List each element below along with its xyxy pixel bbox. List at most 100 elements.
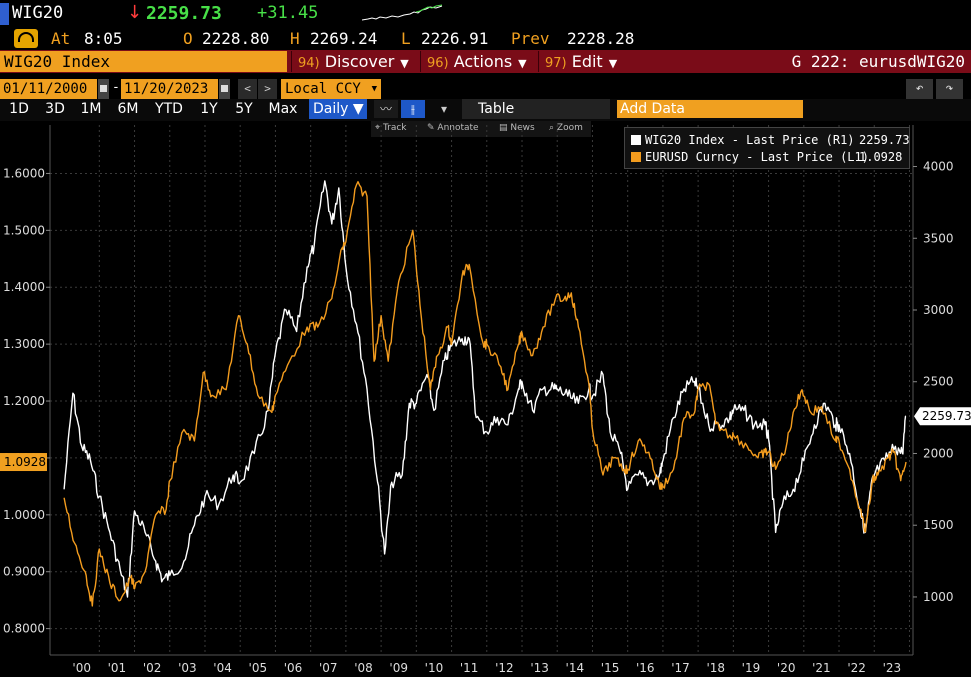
undo-icon[interactable]: ↶ — [906, 79, 933, 99]
currency-select[interactable]: Local CCY ▼ — [281, 79, 381, 99]
legend-value: 2259.73 — [859, 133, 910, 147]
redo-icon[interactable]: ↷ — [936, 79, 963, 99]
edit-menu-number: 97) — [545, 56, 567, 71]
calendar-icon[interactable] — [219, 79, 230, 99]
ohlc-bar: At 8:05 O 2228.80 H 2269.24 L 2226.91 Pr… — [0, 28, 971, 50]
x-tick-label: '16 — [636, 661, 655, 675]
x-tick-label: '11 — [460, 661, 479, 675]
graph-id-label: G 222: eurusdWIG20 — [791, 52, 965, 71]
right-tick-label: 1500 — [923, 518, 954, 532]
track-tool[interactable]: ⌖ Track — [375, 123, 407, 133]
wig20-series-line — [63, 180, 907, 598]
x-tick-label: '02 — [143, 661, 162, 675]
edit-menu-label: Edit — [571, 52, 603, 71]
axis-layer: '00 '01 '02 '03 '04 '05 '06 '07 '08 '09 '10 '11 '12 '… — [0, 125, 971, 675]
left-value-marker: 1.0928 — [4, 455, 46, 469]
add-data-input[interactable]: Add Data — [617, 100, 803, 118]
date-separator: - — [112, 80, 120, 95]
high-label: H — [290, 29, 300, 48]
annotate-tool-label: Annotate — [437, 123, 479, 133]
quote-time: 8:05 — [84, 29, 123, 48]
zoom-tool-label: Zoom — [556, 123, 583, 133]
discover-menu[interactable]: 94) Discover ▼ — [291, 51, 418, 72]
open-value: 2228.80 — [202, 29, 270, 48]
frequency-select[interactable]: Daily ▼ — [309, 99, 367, 119]
high-value: 2269.24 — [310, 29, 378, 48]
x-tick-label: '03 — [178, 661, 197, 675]
left-tick-label: 1.5000 — [3, 223, 45, 237]
news-tool[interactable]: ▤ News — [499, 123, 535, 133]
chevron-down-icon: ▼ — [518, 57, 527, 70]
left-tick-label: 1.4000 — [3, 280, 45, 294]
x-tick-label: '12 — [495, 661, 514, 675]
x-tick-label: '19 — [742, 661, 761, 675]
chart-grid — [50, 125, 913, 655]
intraday-sparkline — [362, 4, 443, 21]
next-period-button[interactable]: > — [258, 79, 277, 99]
period-1y[interactable]: 1Y — [200, 101, 218, 117]
right-value-marker-box — [914, 407, 971, 426]
actions-menu[interactable]: 96) Actions ▼ — [420, 51, 536, 72]
discover-menu-label: Discover — [324, 52, 395, 71]
left-tick-label: 1.3000 — [3, 337, 45, 351]
calendar-icon[interactable] — [98, 79, 109, 99]
period-max[interactable]: Max — [268, 101, 298, 117]
left-tick-label: 0.9000 — [3, 565, 45, 579]
x-tick-label: '06 — [284, 661, 303, 675]
legend-swatch — [631, 135, 641, 145]
legend-item-eurusd: EURUSD Curncy - Last Price (L1) 1.0928 — [631, 149, 902, 165]
period-3d[interactable]: 3D — [45, 101, 65, 117]
x-tick-label: '08 — [354, 661, 373, 675]
legend-item-wig20: WIG20 Index - Last Price (R1) 2259.73 — [631, 132, 910, 148]
right-tick-label: 2500 — [923, 375, 954, 389]
period-5y[interactable]: 5Y — [235, 101, 253, 117]
chevron-down-icon[interactable]: ▾ — [432, 100, 456, 118]
actions-menu-number: 96) — [427, 56, 449, 71]
period-1d[interactable]: 1D — [9, 101, 29, 117]
x-tick-label: '00 — [72, 661, 91, 675]
chevron-down-icon: ▼ — [400, 57, 409, 70]
table-button[interactable]: Table — [462, 99, 610, 119]
left-tick-label: 1.0000 — [3, 508, 45, 522]
low-value: 2226.91 — [421, 29, 489, 48]
edit-menu[interactable]: 97) Edit ▼ — [538, 51, 622, 72]
ticker-symbol[interactable]: WIG20 — [12, 3, 64, 23]
right-tick-label: 1000 — [923, 590, 954, 604]
open-label: O — [183, 29, 193, 48]
low-label: L — [401, 29, 411, 48]
gauge-icon[interactable] — [14, 29, 38, 48]
zoom-tool[interactable]: ⌕ Zoom — [549, 123, 583, 133]
period-1m[interactable]: 1M — [80, 101, 102, 117]
right-tick-label: 3500 — [923, 231, 954, 245]
annotate-tool[interactable]: ✎ Annotate — [427, 123, 479, 133]
prev-period-button[interactable]: < — [238, 79, 257, 99]
discover-menu-number: 94) — [298, 56, 320, 71]
security-name-field[interactable]: WIG20 Index — [0, 51, 287, 72]
legend-label: EURUSD Curncy - Last Price (L1) — [645, 150, 869, 164]
chart-legend[interactable]: WIG20 Index - Last Price (R1) 2259.73 EU… — [624, 127, 910, 169]
x-tick-label: '20 — [777, 661, 796, 675]
net-change: +31.45 — [257, 3, 319, 23]
x-tick-label: '05 — [249, 661, 268, 675]
period-bar: 1D 3D 1M 6M YTD 1Y 5Y Max Daily ▼ 〰 ⫲ ▾ … — [0, 99, 971, 121]
x-tick-label: '21 — [812, 661, 831, 675]
period-ytd[interactable]: YTD — [155, 101, 183, 117]
x-tick-label: '10 — [425, 661, 444, 675]
legend-swatch — [631, 152, 641, 162]
chevron-down-icon: ▼ — [371, 84, 377, 94]
x-tick-label: '18 — [706, 661, 725, 675]
x-tick-label: '17 — [671, 661, 690, 675]
start-date-field[interactable]: 01/11/2000 — [0, 79, 97, 99]
prev-value: 2228.28 — [567, 29, 635, 48]
track-tool-label: Track — [382, 123, 407, 133]
x-tick-label: '14 — [566, 661, 585, 675]
left-tick-label: 1.6000 — [3, 166, 45, 180]
bar-chart-icon[interactable]: ⫲ — [401, 100, 425, 118]
end-date-field[interactable]: 11/20/2023 — [121, 79, 218, 99]
period-6m[interactable]: 6M — [117, 101, 139, 117]
line-chart-icon[interactable]: 〰 — [374, 100, 398, 118]
left-value-marker-box — [0, 453, 47, 472]
prev-label: Prev — [511, 29, 550, 48]
actions-menu-label: Actions — [453, 52, 513, 71]
